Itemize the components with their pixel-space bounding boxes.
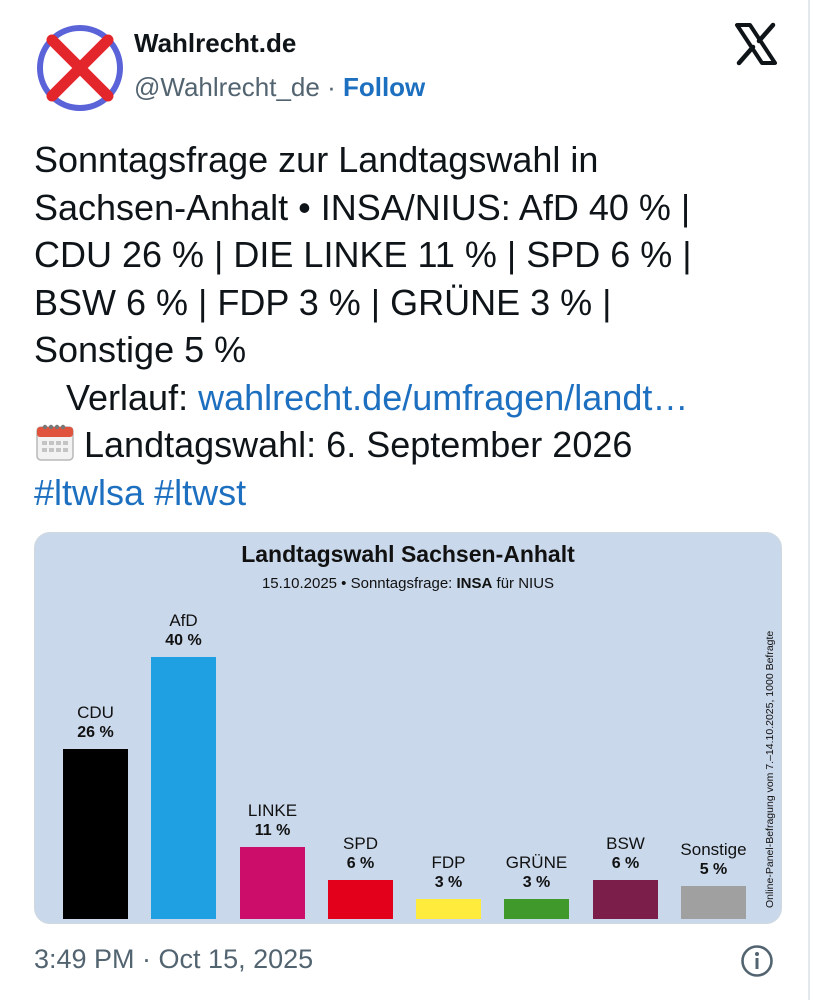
- calendar-icon: [36, 424, 74, 461]
- bar-label: CDU 26 %: [51, 703, 141, 743]
- handle-row: @Wahlrecht_de · Follow: [134, 72, 425, 103]
- tweet-line: CDU 26 % | DIE LINKE 11 % | SPD 6 % |: [34, 234, 692, 275]
- hashtag-ltwlsa[interactable]: #ltwlsa: [34, 471, 145, 513]
- verlauf-line: Verlauf: wahlrecht.de/umfragen/landt…: [34, 374, 794, 422]
- tweet-line: Sachsen-Anhalt • INSA/NIUS: AfD 40 % |: [34, 186, 691, 228]
- bar-label: FDP 3 %: [404, 853, 494, 893]
- chart-subtitle: 15.10.2025 • Sonntagsfrage: INSA für NIU…: [35, 575, 781, 592]
- bar-value-label: 6 %: [611, 854, 640, 872]
- bar-category-label: GRÜNE: [505, 853, 568, 873]
- info-icon[interactable]: [740, 944, 774, 978]
- bar-category-label: SPD: [343, 833, 378, 853]
- bar-cdu: [63, 748, 128, 919]
- side-note-text: Online-Panel-Befragung vom 7.–14.10.2025…: [764, 631, 776, 908]
- bar-category-label: BSW: [606, 833, 645, 853]
- subtitle-institute: INSA: [456, 575, 493, 592]
- handle[interactable]: @Wahlrecht_de: [134, 72, 320, 102]
- timestamp[interactable]: 3:49 PM · Oct 15, 2025: [34, 944, 314, 974]
- bar-label: SPD 6 %: [316, 834, 406, 874]
- bar-category-label: Sonstige: [680, 840, 747, 860]
- bar-spd: [328, 879, 393, 919]
- bar-afd: [151, 657, 216, 919]
- bar-value-label: 3 %: [434, 874, 463, 892]
- avatar[interactable]: [36, 24, 124, 112]
- bar-value-label: 6 %: [346, 854, 375, 872]
- tweet-line: Sonstige 5 %: [34, 329, 247, 370]
- bar-value-label: 3 %: [522, 874, 551, 892]
- chart-side-note: Online-Panel-Befragung vom 7.–14.10.2025…: [764, 631, 776, 908]
- display-name[interactable]: Wahlrecht.de: [134, 28, 297, 58]
- hashtag-line: #ltwlsa #ltwst: [34, 469, 794, 517]
- bar-label: AfD 40 %: [139, 611, 229, 651]
- poll-chart[interactable]: Landtagswahl Sachsen-Anhalt 15.10.2025 •…: [34, 532, 782, 924]
- x-logo-icon[interactable]: [734, 22, 778, 66]
- hashtag-ltwst[interactable]: #ltwst: [154, 471, 247, 513]
- bar-category-label: CDU: [77, 702, 114, 722]
- bar-label: GRÜNE 3 %: [492, 853, 582, 893]
- election-text: Landtagswahl: 6. September 2026: [84, 424, 633, 465]
- bar-value-label: 40 %: [165, 632, 202, 649]
- bar-label: BSW 6 %: [581, 834, 671, 874]
- bar-value-label: 26 %: [77, 723, 114, 741]
- verlauf-link[interactable]: wahlrecht.de/umfragen/landt…: [198, 376, 689, 418]
- election-line: Landtagswahl: 6. September 2026: [34, 421, 794, 469]
- bar-sonstige: [681, 886, 746, 919]
- bar-linke: [240, 846, 305, 919]
- bar-category-label: LINKE: [247, 800, 298, 820]
- bar-label: Sonstige 5 %: [669, 840, 759, 880]
- bar-category-label: AfD: [169, 611, 198, 630]
- tweet-line: BSW 6 % | FDP 3 % | GRÜNE 3 % |: [34, 281, 612, 323]
- tweet-text: Sonntagsfrage zur Landtagswahl in Sachse…: [34, 136, 794, 516]
- bar-value-label: 11 %: [254, 821, 291, 839]
- bar-value-label: 5 %: [699, 861, 728, 879]
- separator: ·: [319, 72, 343, 102]
- verlauf-label: Verlauf:: [66, 376, 199, 418]
- chart-title: Landtagswahl Sachsen-Anhalt: [241, 541, 575, 567]
- bar-fdp: [416, 899, 481, 919]
- bar-grüne: [504, 899, 569, 919]
- subtitle-client: für NIUS: [492, 575, 555, 592]
- tweet-line: Sonntagsfrage zur Landtagswahl in: [34, 139, 599, 180]
- subtitle-date: 15.10.2025 • Sonntagsfrage:: [261, 575, 457, 592]
- bar-label: LINKE 11 %: [228, 801, 318, 841]
- follow-button[interactable]: Follow: [342, 72, 426, 102]
- bar-bsw: [593, 879, 658, 919]
- bar-category-label: FDP: [431, 853, 466, 873]
